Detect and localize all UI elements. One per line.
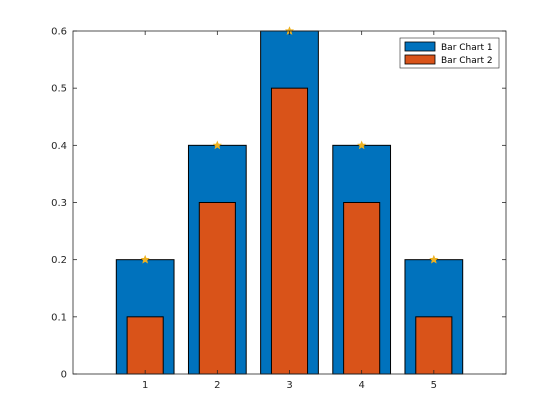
- y-tick-label: 0.3: [51, 198, 67, 209]
- star-marker-4: [357, 140, 367, 150]
- bar-series-2-cat-3: [270, 87, 309, 375]
- y-tick-label: 0: [61, 370, 67, 381]
- x-tick-label: 2: [214, 380, 220, 391]
- bar-series-2-cat-1: [126, 316, 164, 375]
- x-tick-label: 5: [431, 380, 437, 391]
- bar-series-2-cat-2: [198, 202, 236, 375]
- y-tick-label: 0.4: [51, 141, 67, 152]
- star-marker-1: [140, 254, 150, 264]
- legend-swatch-2: [404, 54, 436, 65]
- bar-series-2-cat-5: [415, 316, 453, 375]
- y-tick-label: 0.2: [51, 255, 67, 266]
- legend-swatch-1: [404, 41, 436, 52]
- x-tick-label: 4: [358, 380, 364, 391]
- x-tick-label: 3: [286, 380, 292, 391]
- legend: Bar Chart 1 Bar Chart 2: [399, 37, 500, 69]
- bar-series-2-cat-4: [343, 202, 381, 375]
- bars-layer: [115, 30, 464, 375]
- legend-label-2: Bar Chart 2: [441, 56, 493, 66]
- legend-label-1: Bar Chart 1: [441, 43, 493, 53]
- y-tick-label: 0.1: [51, 312, 67, 323]
- axes-layer: 1 2 3 4 5 0 0.1 0.2 0.3 0.4 0.5 0.6: [51, 27, 507, 391]
- x-tick-label: 1: [142, 380, 148, 391]
- y-tick-label: 0.5: [51, 84, 67, 95]
- markers-layer: [140, 26, 439, 264]
- y-tick-label: 0.6: [51, 27, 67, 38]
- star-marker-5: [429, 254, 439, 264]
- star-marker-2: [212, 140, 222, 150]
